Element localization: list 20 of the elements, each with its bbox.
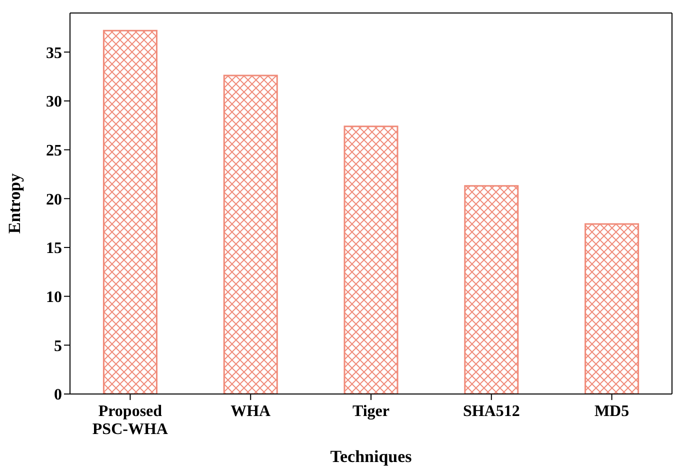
y-tick-label: 0	[54, 386, 62, 404]
y-tick-label: 25	[46, 142, 62, 160]
y-tick-label: 15	[46, 240, 62, 258]
y-tick-label: 5	[54, 338, 62, 355]
y-tick-label: 10	[46, 288, 62, 306]
bar	[223, 74, 278, 394]
y-tick-label: 30	[46, 94, 62, 111]
bar	[102, 30, 158, 394]
bar	[464, 185, 519, 394]
y-axis-title: Entropy	[5, 172, 24, 234]
y-tick-label: 20	[46, 191, 62, 208]
x-tick-label: SHA512	[462, 403, 520, 420]
x-axis-title: Techniques	[330, 447, 412, 466]
y-tick-label: 35	[46, 44, 62, 62]
x-tick-label: WHA	[230, 403, 272, 420]
bar	[344, 126, 398, 394]
x-tick-label: Tiger	[352, 403, 390, 420]
bar	[584, 223, 640, 394]
x-tick-label: MD5	[594, 403, 630, 420]
x-tick-label: Proposed PSC-WHA	[92, 403, 168, 438]
